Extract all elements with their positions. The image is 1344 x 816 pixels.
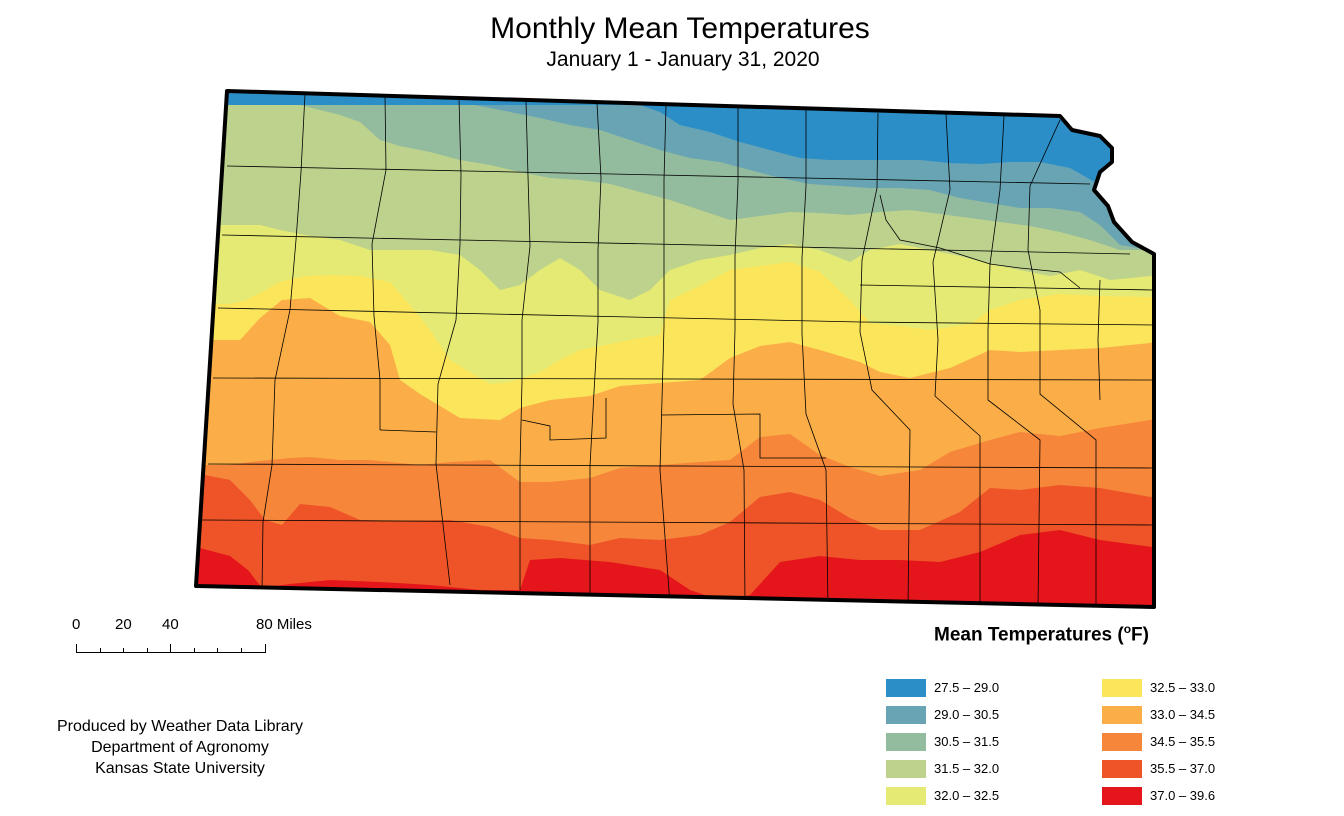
legend-item: 33.0 – 34.5 bbox=[1102, 701, 1215, 728]
legend-title-unit: F) bbox=[1131, 624, 1149, 646]
kansas-state-outline bbox=[194, 89, 1156, 609]
scale-bar: 0 20 40 80 Miles bbox=[62, 614, 332, 658]
scale-tick bbox=[265, 644, 266, 653]
legend-item: 32.5 – 33.0 bbox=[1102, 674, 1215, 701]
legend-swatch bbox=[1102, 759, 1142, 778]
legend-swatch bbox=[1102, 678, 1142, 697]
legend-label: 32.5 – 33.0 bbox=[1150, 680, 1216, 695]
legend-label: 27.5 – 29.0 bbox=[934, 680, 1000, 695]
scale-label-80-miles: 80 Miles bbox=[256, 616, 312, 633]
credits: Produced by Weather Data Library Departm… bbox=[30, 716, 330, 779]
legend-label: 30.5 – 31.5 bbox=[934, 734, 1000, 749]
credits-line-2: Department of Agronomy bbox=[91, 739, 269, 756]
map-title: Monthly Mean Temperatures bbox=[490, 12, 870, 45]
legend-swatch bbox=[886, 732, 926, 751]
legend-title-degree: o bbox=[1123, 622, 1132, 636]
scale-bar-line bbox=[76, 652, 266, 653]
legend-item: 32.0 – 32.5 bbox=[886, 782, 999, 809]
scale-tick bbox=[241, 648, 242, 653]
credits-line-1: Produced by Weather Data Library bbox=[56, 718, 304, 735]
legend-swatch bbox=[1102, 732, 1142, 751]
legend-column-left: 27.5 – 29.0 29.0 – 30.5 30.5 – 31.5 31.5… bbox=[886, 674, 999, 809]
scale-tick bbox=[76, 644, 77, 653]
legend-item: 37.0 – 39.6 bbox=[1102, 782, 1215, 809]
legend-label: 35.5 – 37.0 bbox=[1150, 761, 1216, 776]
legend-item: 35.5 – 37.0 bbox=[1102, 755, 1215, 782]
legend-swatch bbox=[886, 678, 926, 697]
legend-label: 37.0 – 39.6 bbox=[1150, 788, 1216, 803]
map-subtitle: January 1 - January 31, 2020 bbox=[546, 48, 820, 71]
county-boundaries bbox=[201, 93, 1154, 607]
legend-label: 31.5 – 32.0 bbox=[934, 761, 1000, 776]
legend-swatch bbox=[1102, 705, 1142, 724]
legend-column-right: 32.5 – 33.0 33.0 – 34.5 34.5 – 35.5 35.5… bbox=[1102, 674, 1215, 809]
legend-swatch bbox=[886, 705, 926, 724]
legend-label: 32.0 – 32.5 bbox=[934, 788, 1000, 803]
legend-swatch bbox=[1102, 786, 1142, 805]
legend-swatch bbox=[886, 786, 926, 805]
legend-label: 29.0 – 30.5 bbox=[934, 707, 1000, 722]
legend-item: 29.0 – 30.5 bbox=[886, 701, 999, 728]
legend-item: 27.5 – 29.0 bbox=[886, 674, 999, 701]
temperature-bands bbox=[196, 91, 1154, 607]
legend-title-main: Mean Temperatures ( bbox=[934, 624, 1124, 646]
credits-line-3: Kansas State University bbox=[95, 760, 265, 777]
scale-tick bbox=[194, 648, 195, 653]
legend-swatch bbox=[886, 759, 926, 778]
legend-label: 34.5 – 35.5 bbox=[1150, 734, 1216, 749]
legend-title: Mean Temperatures (oF) bbox=[934, 622, 1149, 646]
scale-label-0: 0 bbox=[72, 616, 81, 633]
scale-tick bbox=[100, 648, 101, 653]
scale-tick bbox=[147, 648, 148, 653]
scale-tick bbox=[123, 648, 124, 653]
scale-label-40: 40 bbox=[162, 616, 179, 633]
legend-item: 31.5 – 32.0 bbox=[886, 755, 999, 782]
legend-label: 33.0 – 34.5 bbox=[1150, 707, 1216, 722]
scale-tick bbox=[170, 644, 171, 653]
scale-label-20: 20 bbox=[115, 616, 132, 633]
legend-item: 34.5 – 35.5 bbox=[1102, 728, 1215, 755]
legend-item: 30.5 – 31.5 bbox=[886, 728, 999, 755]
scale-tick bbox=[217, 648, 218, 653]
